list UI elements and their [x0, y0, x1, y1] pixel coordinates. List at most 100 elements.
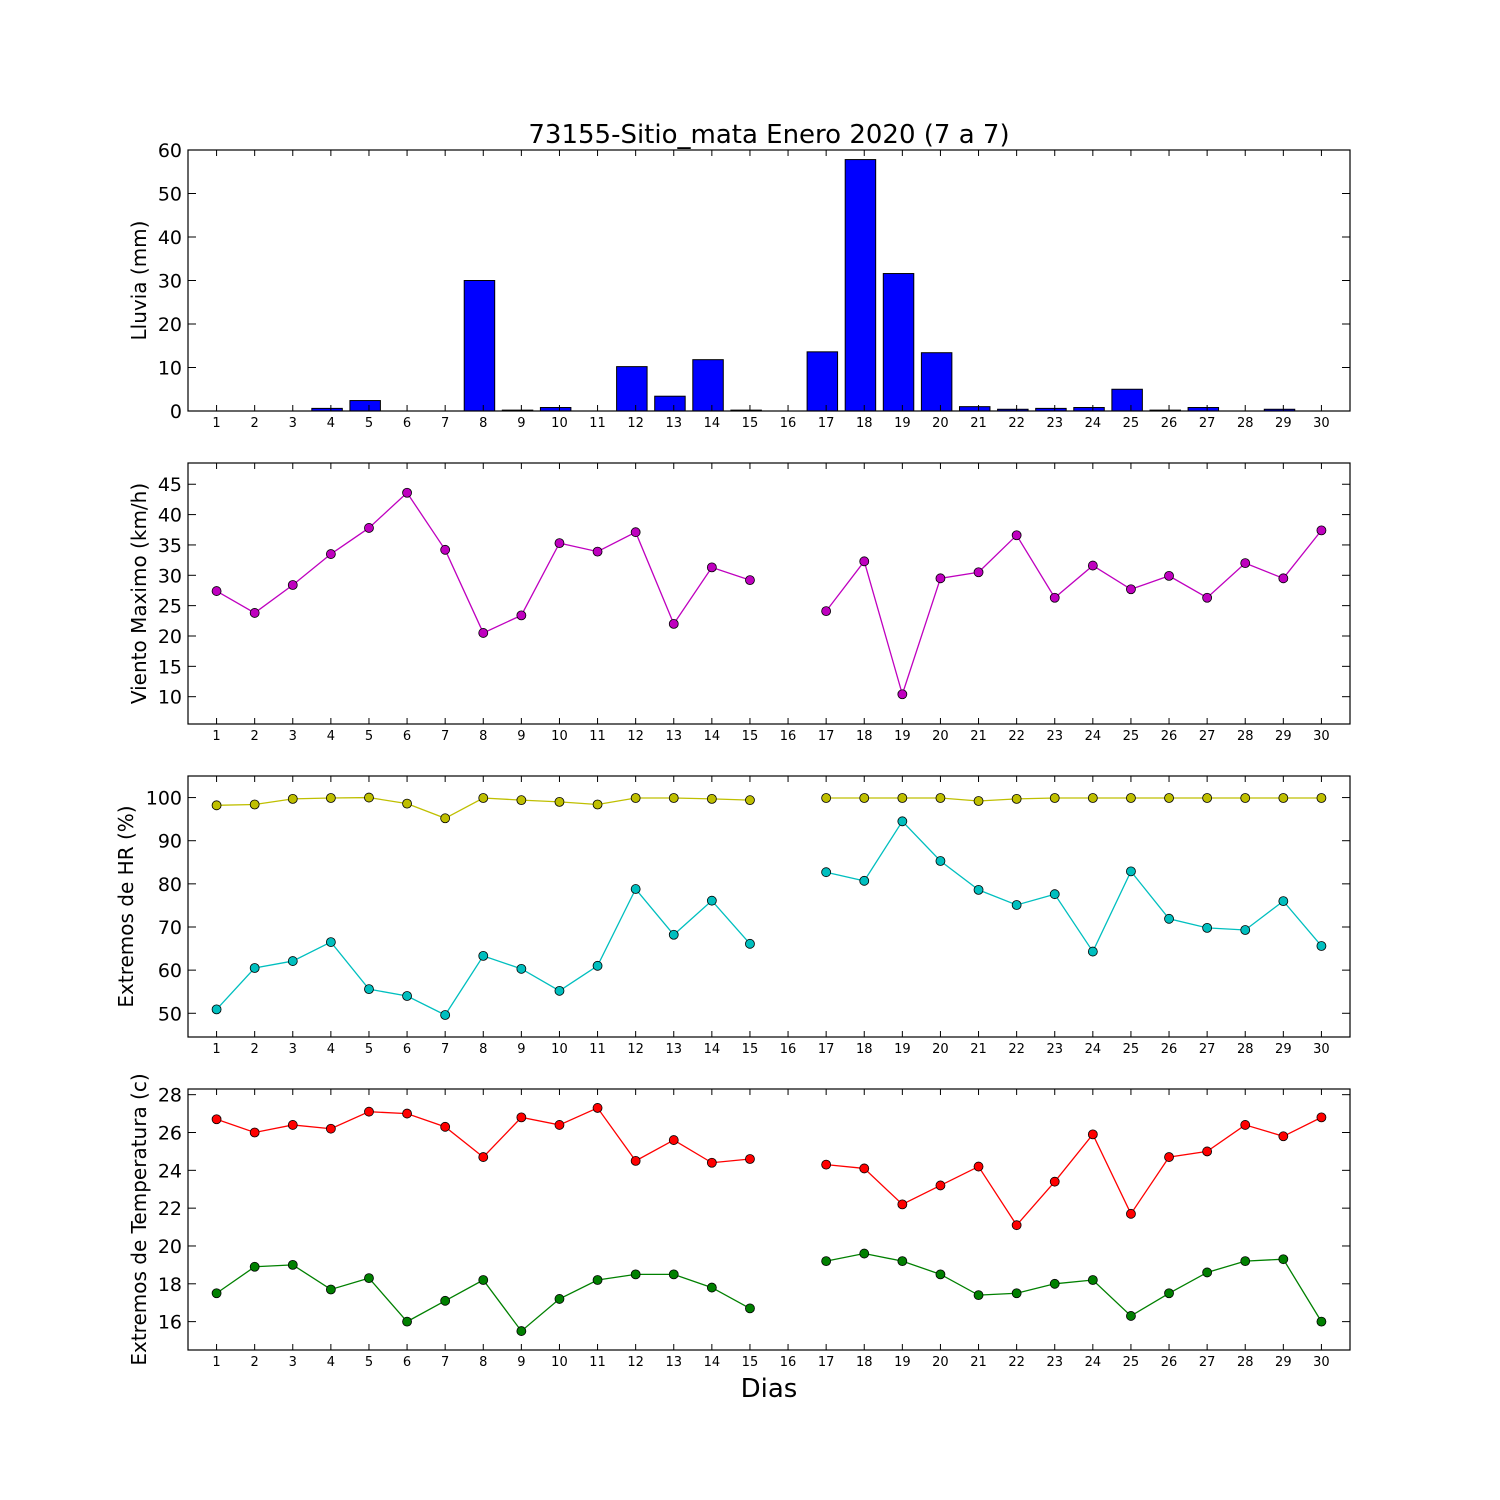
chart-panel-4 [187, 1088, 1351, 1351]
point-s2-day-24 [1087, 1275, 1098, 1285]
x-tick-label: 26 [1161, 1355, 1178, 1370]
point-s2-day-29 [1278, 1254, 1289, 1265]
point-s1-day-8 [478, 793, 489, 803]
x-tick-label: 13 [665, 416, 682, 431]
bar-day-13 [654, 395, 686, 412]
x-tick-label: 25 [1123, 416, 1140, 431]
point-s2-day-1 [211, 1288, 222, 1299]
x-tick-label: 11 [589, 1355, 606, 1370]
point-s1-day-9 [516, 610, 527, 621]
x-tick-label: 7 [441, 1042, 449, 1057]
point-s2-day-1 [211, 1004, 222, 1015]
x-tick-label: 15 [742, 1355, 759, 1370]
x-tick-label: 10 [551, 729, 568, 744]
point-s1-day-22 [1011, 793, 1022, 804]
x-tick-label: 28 [1237, 729, 1254, 744]
point-s1-day-7 [440, 544, 451, 555]
y-tick-label: 28 [158, 1085, 182, 1107]
point-s1-day-20 [935, 793, 946, 803]
x-tick-label: 25 [1123, 729, 1140, 744]
y-tick-label: 60 [158, 140, 182, 162]
point-s1-day-30 [1316, 525, 1327, 536]
point-s2-day-26 [1164, 1288, 1174, 1299]
x-tick-label: 9 [517, 729, 525, 744]
point-s1-day-19 [897, 1199, 908, 1210]
point-s1-day-14 [706, 1157, 717, 1168]
x-tick-label: 8 [479, 1042, 487, 1057]
x-tick-label: 27 [1199, 1355, 1216, 1370]
point-s2-day-11 [592, 960, 603, 971]
point-s1-day-24 [1087, 1129, 1098, 1140]
point-s2-day-9 [516, 963, 527, 974]
x-tick-label: 29 [1275, 1042, 1292, 1057]
x-axis-label: Dias [741, 1374, 798, 1404]
x-tick-label: 1 [212, 416, 220, 431]
axes-frame [187, 462, 1351, 725]
y-axis-label: Viento Maximo (km/h) [127, 483, 151, 704]
x-tick-label: 27 [1199, 416, 1216, 431]
point-s2-day-20 [935, 856, 946, 866]
point-s2-day-19 [897, 1256, 908, 1267]
x-tick-label: 18 [856, 1355, 873, 1370]
point-s2-day-23 [1049, 889, 1060, 900]
point-s1-day-27 [1202, 793, 1213, 803]
point-s2-day-26 [1164, 913, 1174, 924]
point-s2-day-14 [706, 1282, 717, 1293]
point-s1-day-5 [364, 792, 374, 803]
bar-day-5 [349, 400, 381, 412]
point-s1-day-14 [706, 793, 717, 804]
y-tick-label: 26 [158, 1123, 182, 1145]
x-tick-label: 24 [1085, 416, 1102, 431]
x-tick-label: 23 [1046, 1355, 1063, 1370]
x-tick-label: 10 [551, 416, 568, 431]
y-tick-label: 80 [158, 874, 182, 896]
x-tick-label: 7 [441, 729, 449, 744]
x-tick-label: 1 [212, 1355, 220, 1370]
point-s1-day-1 [211, 586, 222, 596]
axes-frame [187, 149, 1351, 412]
point-s1-day-4 [325, 549, 336, 559]
x-tick-label: 17 [818, 416, 835, 431]
point-s1-day-2 [249, 608, 260, 618]
point-s2-day-10 [554, 985, 565, 996]
point-s2-day-10 [554, 1294, 565, 1304]
x-tick-label: 25 [1123, 1355, 1140, 1370]
point-s2-day-21 [973, 884, 984, 895]
x-tick-label: 3 [289, 1355, 297, 1370]
x-tick-label: 21 [970, 416, 987, 431]
point-s2-day-27 [1202, 922, 1213, 933]
point-s1-day-3 [287, 1120, 298, 1130]
x-tick-label: 13 [665, 1355, 682, 1370]
x-tick-label: 12 [627, 729, 644, 744]
series-line-1 [825, 529, 1322, 697]
point-s1-day-13 [668, 1135, 679, 1145]
point-s2-day-13 [668, 1269, 679, 1280]
x-tick-label: 17 [818, 1355, 835, 1370]
series-line-2 [826, 820, 1322, 953]
point-s1-day-28 [1240, 1120, 1251, 1130]
point-s1-day-21 [973, 1161, 984, 1172]
point-s1-day-8 [478, 1152, 489, 1162]
x-tick-label: 16 [780, 1042, 797, 1057]
point-s1-day-18 [859, 556, 870, 567]
x-tick-label: 27 [1199, 729, 1216, 744]
point-s2-day-9 [516, 1326, 527, 1336]
point-s2-day-4 [325, 1284, 336, 1295]
x-tick-label: 3 [289, 416, 297, 431]
point-s2-day-15 [745, 938, 755, 949]
point-s1-day-10 [554, 796, 565, 807]
chart-panel-1 [187, 149, 1351, 412]
point-s1-day-6 [402, 798, 412, 809]
point-s1-day-14 [706, 562, 717, 573]
x-tick-label: 29 [1275, 1355, 1292, 1370]
point-s1-day-2 [249, 799, 260, 810]
series-line-1 [216, 491, 751, 634]
point-s1-day-19 [897, 689, 908, 700]
x-tick-label: 24 [1085, 1042, 1102, 1057]
point-s1-day-11 [592, 799, 603, 810]
x-tick-label: 12 [627, 1042, 644, 1057]
point-s2-day-17 [821, 1256, 832, 1267]
y-axis-label: Extremos de HR (%) [114, 805, 138, 1007]
point-s1-day-23 [1049, 793, 1060, 803]
